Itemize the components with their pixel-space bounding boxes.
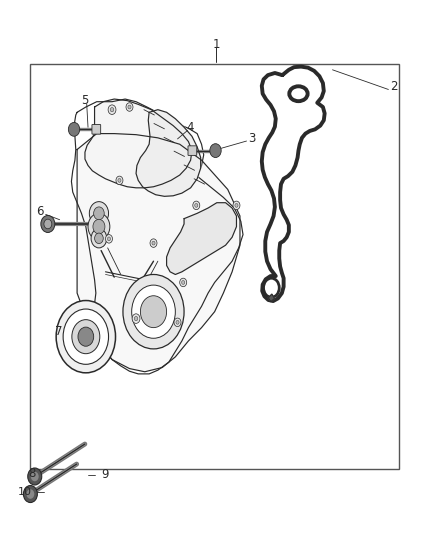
Circle shape: [193, 201, 200, 209]
Circle shape: [132, 314, 140, 324]
Circle shape: [91, 229, 107, 248]
Circle shape: [68, 123, 80, 136]
Polygon shape: [268, 294, 275, 302]
Circle shape: [128, 105, 131, 109]
Circle shape: [23, 486, 37, 503]
Text: 6: 6: [36, 205, 44, 218]
Circle shape: [89, 201, 109, 225]
Circle shape: [210, 144, 221, 158]
Text: 1: 1: [212, 38, 220, 51]
Bar: [30, 64, 399, 469]
Ellipse shape: [289, 86, 307, 101]
Text: 2: 2: [390, 80, 397, 93]
Circle shape: [132, 285, 175, 338]
Circle shape: [107, 237, 110, 241]
Circle shape: [152, 241, 155, 245]
FancyBboxPatch shape: [188, 146, 197, 156]
Circle shape: [174, 318, 181, 327]
Circle shape: [88, 213, 110, 240]
Circle shape: [118, 179, 121, 182]
Circle shape: [235, 204, 238, 207]
Text: 7: 7: [55, 325, 62, 338]
Polygon shape: [77, 134, 240, 372]
Circle shape: [56, 301, 116, 373]
Circle shape: [63, 309, 109, 365]
Circle shape: [195, 204, 198, 207]
Circle shape: [72, 320, 100, 354]
Circle shape: [264, 278, 279, 297]
Circle shape: [106, 235, 113, 243]
Circle shape: [41, 215, 55, 232]
Polygon shape: [136, 110, 201, 196]
Circle shape: [182, 280, 185, 285]
Circle shape: [150, 239, 157, 247]
Circle shape: [116, 176, 123, 184]
Circle shape: [44, 219, 52, 229]
Text: 3: 3: [248, 132, 255, 146]
Circle shape: [108, 105, 116, 115]
Circle shape: [134, 317, 138, 321]
Circle shape: [93, 219, 105, 234]
Text: 4: 4: [187, 120, 194, 134]
Text: 5: 5: [81, 94, 88, 107]
Polygon shape: [166, 203, 237, 274]
Circle shape: [26, 489, 34, 499]
Circle shape: [180, 278, 187, 287]
Circle shape: [123, 274, 184, 349]
Circle shape: [176, 320, 179, 324]
Circle shape: [126, 103, 133, 111]
Text: 10: 10: [18, 488, 32, 497]
Circle shape: [110, 108, 114, 112]
Circle shape: [28, 468, 42, 485]
Circle shape: [31, 472, 39, 481]
Circle shape: [95, 233, 103, 244]
Text: 8: 8: [28, 467, 36, 480]
FancyBboxPatch shape: [92, 125, 101, 134]
Circle shape: [78, 327, 94, 346]
Circle shape: [141, 296, 166, 328]
Circle shape: [94, 207, 104, 220]
Circle shape: [233, 201, 240, 209]
Text: 9: 9: [101, 469, 108, 481]
Polygon shape: [85, 99, 192, 188]
